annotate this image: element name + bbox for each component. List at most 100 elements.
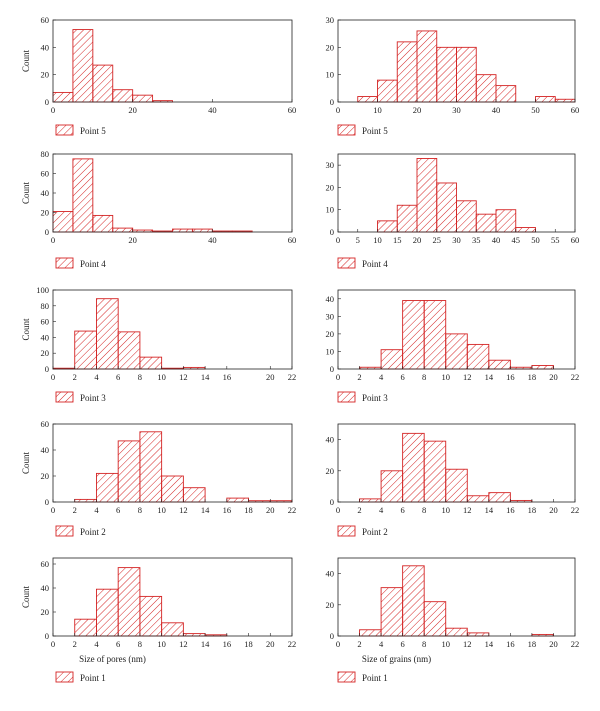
y-tick-label: 20 <box>326 600 335 610</box>
bar <box>182 487 206 503</box>
x-tick-label: 0 <box>336 105 340 115</box>
bar <box>396 41 418 103</box>
x-tick-label: 0 <box>51 235 55 245</box>
y-tick-label: 0 <box>45 97 49 107</box>
x-tick-label: 20 <box>128 235 137 245</box>
bar <box>436 182 457 233</box>
bar <box>359 498 382 503</box>
x-tick-label: 2 <box>73 639 77 649</box>
x-tick-label: 22 <box>288 505 297 515</box>
x-tick-label: 4 <box>94 505 99 515</box>
bar <box>423 601 447 637</box>
x-tick-label: 22 <box>288 372 297 382</box>
legend-swatch <box>55 391 74 403</box>
x-tick-label: 0 <box>336 639 340 649</box>
bar <box>554 98 576 103</box>
x-axis-label: Size of grains (nm) <box>362 654 431 664</box>
bar <box>72 29 94 103</box>
x-tick-label: 14 <box>201 372 210 382</box>
bar <box>359 629 382 637</box>
x-tick-label: 35 <box>472 235 481 245</box>
legend-label: Point 4 <box>80 259 106 269</box>
y-tick-label: 20 <box>326 329 335 339</box>
x-tick-label: 40 <box>492 235 501 245</box>
y-axis-label: Count <box>21 586 31 609</box>
x-tick-label: 22 <box>571 372 580 382</box>
y-tick-label: 60 <box>41 169 50 179</box>
bar <box>380 349 404 370</box>
bar <box>377 79 398 103</box>
bar <box>531 365 554 370</box>
bar <box>74 618 97 637</box>
bar <box>402 300 425 370</box>
chart-panel-p5-pores: 0 20 40 60 0 20 40 60 Count Point 5 <box>21 15 296 136</box>
y-tick-label: 0 <box>330 227 334 237</box>
plot-frame <box>337 289 576 370</box>
bar <box>475 213 497 233</box>
x-tick-label: 4 <box>94 372 99 382</box>
legend-swatch <box>55 257 74 269</box>
bar <box>191 228 213 233</box>
legend-swatch <box>337 124 356 136</box>
chart-panel-p1-grains: 0 2 4 6 8 10 12 14 16 18 20 22 0 20 40 Size of grains (… <box>326 557 580 683</box>
x-tick-label: 55 <box>551 235 560 245</box>
x-tick-label: 12 <box>179 372 188 382</box>
x-tick-label: 14 <box>485 505 494 515</box>
legend-label: Point 4 <box>362 259 388 269</box>
y-tick-label: 10 <box>326 70 335 80</box>
y-tick-label: 60 <box>41 15 50 25</box>
chart-panel-p3-grains: 0 2 4 6 8 10 12 14 16 18 20 22 0 10 20 30 40 Point 3 <box>326 289 580 403</box>
x-tick-label: 0 <box>51 639 55 649</box>
x-tick-label: 10 <box>373 235 382 245</box>
legend-swatch <box>55 525 74 537</box>
plot-frame <box>337 423 576 503</box>
y-tick-label: 40 <box>41 332 50 342</box>
x-tick-label: 45 <box>512 235 521 245</box>
bar <box>445 333 468 370</box>
y-tick-label: 20 <box>41 348 50 358</box>
bar <box>52 211 74 233</box>
bar <box>466 495 490 503</box>
x-tick-label: 16 <box>223 639 232 649</box>
bar <box>117 567 141 637</box>
x-tick-label: 12 <box>463 505 472 515</box>
x-tick-label: 2 <box>357 372 361 382</box>
x-tick-label: 4 <box>94 639 99 649</box>
x-tick-label: 22 <box>571 639 580 649</box>
bar <box>139 356 163 370</box>
x-tick-label: 20 <box>549 639 558 649</box>
y-tick-label: 20 <box>326 42 335 52</box>
x-tick-label: 6 <box>401 372 405 382</box>
x-tick-label: 18 <box>528 372 537 382</box>
x-tick-label: 6 <box>116 639 120 649</box>
y-tick-label: 30 <box>326 15 335 25</box>
x-tick-label: 50 <box>531 235 540 245</box>
x-tick-label: 4 <box>379 505 384 515</box>
x-tick-label: 2 <box>357 505 361 515</box>
legend-label: Point 2 <box>362 527 388 537</box>
y-tick-label: 20 <box>41 607 50 617</box>
x-tick-label: 6 <box>116 505 120 515</box>
x-tick-label: 2 <box>73 505 77 515</box>
plot-frame <box>52 557 293 637</box>
bar <box>402 565 425 637</box>
bar <box>402 432 425 503</box>
x-tick-label: 12 <box>179 505 188 515</box>
bar <box>161 622 184 637</box>
x-tick-label: 20 <box>549 372 558 382</box>
y-tick-label: 40 <box>326 435 335 445</box>
legend-swatch <box>337 671 356 683</box>
bar <box>416 158 438 233</box>
chart-panel-p5-grains: 0 10 20 30 40 50 60 0 10 20 30 Point 5 <box>326 15 580 136</box>
x-tick-label: 40 <box>492 105 501 115</box>
x-tick-label: 0 <box>336 505 340 515</box>
y-tick-label: 0 <box>45 497 49 507</box>
plot-frame <box>52 19 293 103</box>
x-tick-label: 18 <box>528 505 537 515</box>
y-tick-label: 10 <box>326 205 335 215</box>
x-tick-label: 12 <box>463 639 472 649</box>
y-tick-label: 0 <box>330 364 334 374</box>
y-tick-label: 40 <box>326 569 335 579</box>
x-tick-label: 16 <box>506 505 515 515</box>
